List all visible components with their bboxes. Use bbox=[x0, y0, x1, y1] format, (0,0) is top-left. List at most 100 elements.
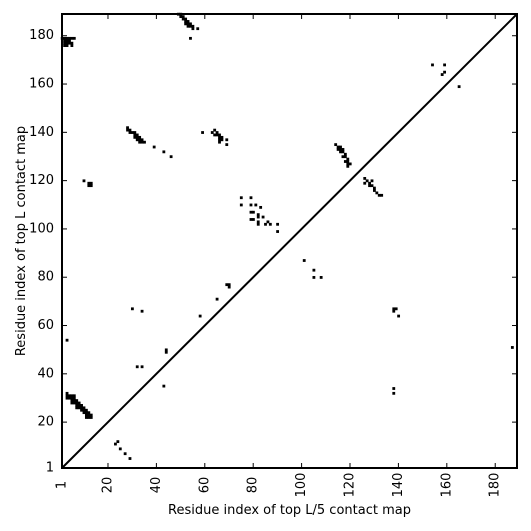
contact-point bbox=[191, 27, 195, 31]
contact-point bbox=[392, 387, 396, 390]
contact-point bbox=[72, 401, 76, 405]
contact-point bbox=[80, 406, 83, 410]
contact-point bbox=[63, 44, 67, 47]
contact-point bbox=[87, 184, 91, 188]
contact-point bbox=[70, 394, 74, 398]
contact-point bbox=[249, 210, 253, 214]
contact-point bbox=[346, 162, 350, 166]
contact-point bbox=[370, 179, 374, 183]
contact-point bbox=[140, 365, 144, 369]
x-tick-label: 160 bbox=[439, 473, 454, 498]
contact-point bbox=[75, 404, 79, 407]
contact-point bbox=[370, 184, 374, 188]
contact-point bbox=[336, 145, 340, 149]
contact-point bbox=[215, 133, 219, 137]
contact-point bbox=[256, 213, 260, 217]
contact-point bbox=[249, 218, 253, 221]
contact-point bbox=[70, 399, 74, 402]
contact-point bbox=[186, 22, 190, 26]
contact-point bbox=[218, 133, 221, 137]
contact-point bbox=[363, 181, 367, 185]
contact-point bbox=[133, 135, 137, 139]
contact-point bbox=[68, 394, 71, 398]
contact-point bbox=[218, 135, 221, 139]
contact-point bbox=[239, 203, 243, 207]
contact-point bbox=[251, 210, 255, 214]
contact-point bbox=[343, 152, 347, 156]
contact-point bbox=[341, 150, 345, 154]
contact-point bbox=[346, 164, 350, 168]
contact-point bbox=[215, 131, 219, 134]
contact-point bbox=[249, 196, 253, 200]
contact-point bbox=[68, 36, 71, 40]
contact-point bbox=[397, 314, 401, 318]
y-tick-label: 180 bbox=[29, 28, 54, 43]
contact-point bbox=[341, 155, 345, 159]
contact-point bbox=[130, 131, 134, 134]
contact-point bbox=[77, 401, 81, 405]
contact-point bbox=[312, 268, 316, 272]
contact-point bbox=[276, 230, 280, 233]
contact-point bbox=[80, 404, 83, 407]
contact-point bbox=[179, 15, 183, 19]
contact-point bbox=[343, 155, 347, 159]
contact-point bbox=[210, 131, 214, 134]
contact-point bbox=[184, 20, 188, 23]
contact-point bbox=[82, 179, 86, 183]
contact-point bbox=[118, 447, 122, 451]
contact-point bbox=[65, 41, 69, 45]
contact-point bbox=[162, 384, 166, 388]
contact-point bbox=[276, 222, 280, 226]
contact-point bbox=[135, 133, 139, 137]
contact-point bbox=[312, 276, 316, 279]
contact-point bbox=[68, 39, 71, 43]
contact-point bbox=[140, 309, 144, 313]
contact-point bbox=[89, 413, 93, 417]
contact-point bbox=[213, 128, 217, 132]
contact-point bbox=[65, 36, 69, 40]
contact-point bbox=[169, 155, 173, 159]
contact-point bbox=[443, 63, 446, 67]
contact-point bbox=[128, 457, 132, 460]
contact-point bbox=[254, 203, 258, 207]
contact-point bbox=[84, 411, 88, 415]
contact-point bbox=[138, 140, 142, 144]
contact-point bbox=[227, 283, 231, 287]
contact-point bbox=[72, 396, 76, 400]
contact-point bbox=[84, 408, 88, 412]
x-tick-label: 80 bbox=[246, 477, 261, 494]
contact-point bbox=[196, 27, 200, 31]
contact-point bbox=[87, 411, 91, 415]
contact-point bbox=[198, 314, 202, 318]
contact-point bbox=[114, 442, 117, 446]
y-tick-label: 40 bbox=[37, 366, 54, 381]
contact-point bbox=[394, 307, 398, 311]
contact-point bbox=[140, 138, 144, 142]
contact-point bbox=[339, 148, 342, 151]
contact-point bbox=[225, 143, 229, 147]
y-tick-label: 60 bbox=[37, 318, 54, 333]
contact-point bbox=[63, 41, 67, 45]
contact-point bbox=[443, 70, 446, 74]
contact-point bbox=[363, 177, 367, 180]
contact-point bbox=[319, 276, 323, 279]
contact-point bbox=[133, 133, 137, 137]
contact-point bbox=[63, 36, 67, 40]
contact-point bbox=[377, 193, 381, 197]
contact-point bbox=[164, 348, 168, 352]
contact-point bbox=[135, 138, 139, 142]
y-tick-label: 80 bbox=[37, 270, 54, 285]
contact-point bbox=[346, 157, 350, 161]
contact-point bbox=[135, 135, 139, 139]
contact-point bbox=[184, 22, 188, 26]
x-tick-label: 140 bbox=[391, 473, 406, 498]
y-tick-label: 160 bbox=[29, 77, 54, 92]
contact-point bbox=[89, 416, 93, 419]
x-tick-label: 120 bbox=[343, 473, 358, 498]
contact-point bbox=[82, 406, 86, 410]
contact-point bbox=[82, 411, 86, 415]
x-axis-label: Residue index of top L/5 contact map bbox=[168, 503, 411, 518]
y-axis-label: Residue index of top L contact map bbox=[14, 126, 29, 356]
contact-point bbox=[75, 399, 79, 402]
